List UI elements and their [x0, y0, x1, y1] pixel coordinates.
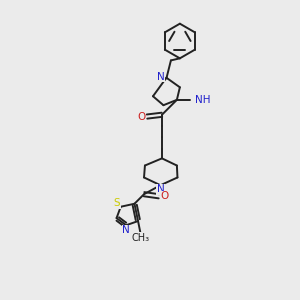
Text: N: N [122, 225, 130, 235]
Text: CH₃: CH₃ [131, 233, 149, 243]
Text: O: O [160, 191, 169, 201]
Text: S: S [114, 198, 121, 208]
Text: NH: NH [195, 95, 210, 105]
Text: N: N [157, 71, 164, 82]
Text: O: O [137, 112, 146, 122]
Text: N: N [157, 184, 164, 194]
